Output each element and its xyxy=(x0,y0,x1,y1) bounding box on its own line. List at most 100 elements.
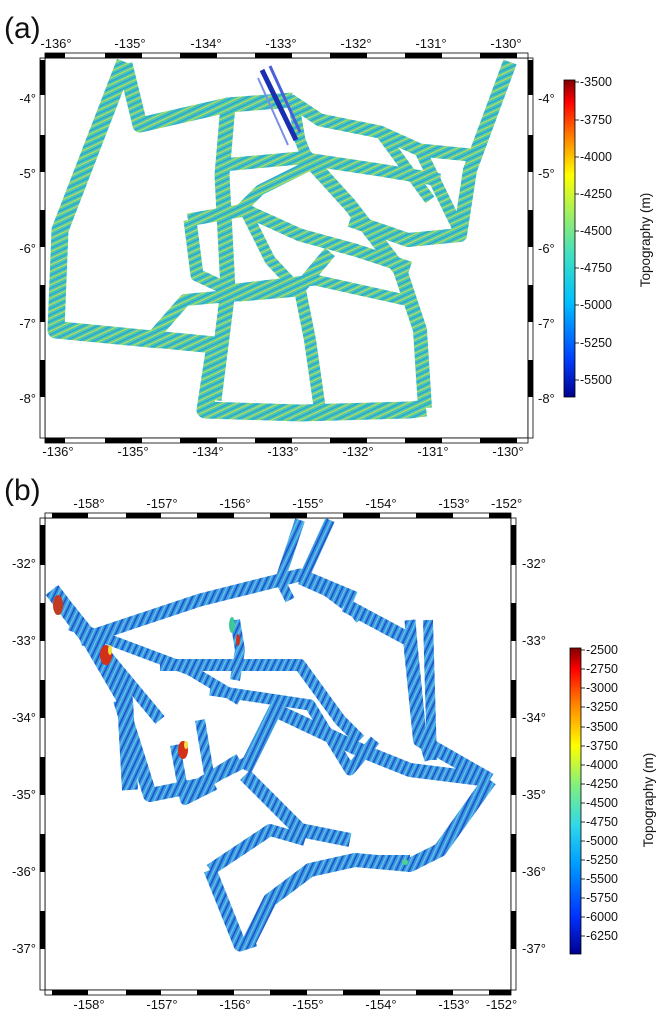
panel-a-frame-checks xyxy=(39,52,534,444)
colorbar-tick-label: -3000 xyxy=(586,681,618,695)
colorbar-tick-label: -5250 xyxy=(580,336,612,350)
tick-label: -4° xyxy=(19,91,36,106)
tick-label: -154° xyxy=(365,997,396,1012)
colorbar-tick-label: -4000 xyxy=(580,150,612,164)
tick-label: -157° xyxy=(146,496,177,511)
tick-label: -136° xyxy=(40,36,71,51)
tick-label: -6° xyxy=(19,241,36,256)
tick-label: -133° xyxy=(265,36,296,51)
panel-a-top-ticks: -136° -135° -134° -133° -132° -131° -130… xyxy=(40,36,521,51)
tick-label: -132° xyxy=(342,444,373,459)
tick-label: -130° xyxy=(492,444,523,459)
colorbar-tick-label: -5500 xyxy=(580,373,612,387)
panel-a-survey-tracks xyxy=(47,58,517,422)
panel-a-label: (a) xyxy=(4,12,41,45)
colorbar-tick-label: -3500 xyxy=(580,75,612,89)
panel-b-frame-checks xyxy=(39,512,517,996)
tick-label: -36° xyxy=(12,864,36,879)
colorbar-a-title: Topography (m) xyxy=(638,193,653,288)
tick-label: -155° xyxy=(292,997,323,1012)
tick-label: -131° xyxy=(417,444,448,459)
tick-label: -8° xyxy=(538,391,555,406)
colorbar-a-bar xyxy=(563,79,576,398)
tick-label: -157° xyxy=(146,997,177,1012)
colorbar-tick-label: -4250 xyxy=(580,187,612,201)
colorbar-tick-label: -5250 xyxy=(586,853,618,867)
tick-label: -156° xyxy=(219,496,250,511)
colorbar-tick-label: -5750 xyxy=(586,891,618,905)
tick-label: -5° xyxy=(538,166,555,181)
tick-label: -134° xyxy=(192,444,223,459)
panel-b-map: -158° -157° -156° -155° -154° -153° -152… xyxy=(12,496,546,1012)
tick-label: -32° xyxy=(12,556,36,571)
colorbar-tick-label: -4500 xyxy=(580,224,612,238)
panel-a-left-ticks: -4° -5° -6° -7° -8° xyxy=(19,91,36,406)
colorbar-tick-label: -4750 xyxy=(580,261,612,275)
tick-label: -35° xyxy=(522,787,546,802)
colorbar-tick-label: -2500 xyxy=(586,643,618,657)
tick-label: -152° xyxy=(491,496,522,511)
panel-a-bottom-ticks: -136° -135° -134° -133° -132° -131° -130… xyxy=(42,444,523,459)
colorbar-tick-label: -3750 xyxy=(586,739,618,753)
colorbar-tick-label: -3250 xyxy=(586,700,618,714)
tick-label: -152° xyxy=(486,997,517,1012)
tick-label: -34° xyxy=(12,710,36,725)
tick-label: -158° xyxy=(73,496,104,511)
colorbar-b-bar xyxy=(569,647,582,955)
colorbar-tick-label: -3750 xyxy=(580,113,612,127)
tick-label: -153° xyxy=(438,496,469,511)
tick-label: -36° xyxy=(522,864,546,879)
colorbar-b-title: Topography (m) xyxy=(641,753,656,848)
panel-b-colorbar: -2500 -2750 -3000 -3250 -3500 -3750 -400… xyxy=(569,643,656,955)
tick-label: -35° xyxy=(12,787,36,802)
tick-label: -130° xyxy=(490,36,521,51)
panel-a-map: -136° -135° -134° -133° -132° -131° -130… xyxy=(19,36,555,459)
tick-label: -135° xyxy=(117,444,148,459)
tick-label: -37° xyxy=(12,941,36,956)
panel-a-deep-feature xyxy=(257,65,302,146)
tick-label: -37° xyxy=(522,941,546,956)
colorbar-tick-label: -5000 xyxy=(580,298,612,312)
tick-label: -7° xyxy=(538,316,555,331)
tick-label: -133° xyxy=(267,444,298,459)
panel-b-high-features xyxy=(53,595,408,865)
colorbar-tick-label: -2750 xyxy=(586,662,618,676)
tick-label: -34° xyxy=(522,710,546,725)
tick-label: -136° xyxy=(42,444,73,459)
colorbar-tick-label: -6250 xyxy=(586,929,618,943)
colorbar-tick-label: -4750 xyxy=(586,815,618,829)
colorbar-tick-label: -3500 xyxy=(586,720,618,734)
panel-a-right-ticks: -4° -5° -6° -7° -8° xyxy=(538,91,555,406)
panel-a-colorbar: -3500 -3750 -4000 -4250 -4500 -4750 -500… xyxy=(563,75,653,398)
tick-label: -5° xyxy=(19,166,36,181)
tick-label: -7° xyxy=(19,316,36,331)
colorbar-tick-label: -5000 xyxy=(586,834,618,848)
panel-b-left-ticks: -32° -33° -34° -35° -36° -37° xyxy=(12,556,36,956)
tick-label: -135° xyxy=(114,36,145,51)
colorbar-tick-label: -6000 xyxy=(586,910,618,924)
tick-label: -132° xyxy=(340,36,371,51)
colorbar-tick-label: -4000 xyxy=(586,758,618,772)
tick-label: -8° xyxy=(19,391,36,406)
panel-b-top-ticks: -158° -157° -156° -155° -154° -153° -152… xyxy=(73,496,522,511)
tick-label: -154° xyxy=(365,496,396,511)
panel-b-right-ticks: -32° -33° -34° -35° -36° -37° xyxy=(522,556,546,956)
tick-label: -131° xyxy=(415,36,446,51)
panel-b-survey-tracks xyxy=(45,517,496,952)
tick-label: -4° xyxy=(538,91,555,106)
colorbar-tick-label: -5500 xyxy=(586,872,618,886)
tick-label: -158° xyxy=(73,997,104,1012)
tick-label: -155° xyxy=(292,496,323,511)
tick-label: -156° xyxy=(219,997,250,1012)
colorbar-tick-label: -4250 xyxy=(586,777,618,791)
tick-label: -153° xyxy=(438,997,469,1012)
tick-label: -33° xyxy=(522,633,546,648)
tick-label: -33° xyxy=(12,633,36,648)
colorbar-tick-label: -4500 xyxy=(586,796,618,810)
tick-label: -134° xyxy=(190,36,221,51)
tick-label: -6° xyxy=(538,241,555,256)
tick-label: -32° xyxy=(522,556,546,571)
panel-b-bottom-ticks: -158° -157° -156° -155° -154° -153° -152… xyxy=(73,997,517,1012)
panel-b-label: (b) xyxy=(4,474,41,507)
